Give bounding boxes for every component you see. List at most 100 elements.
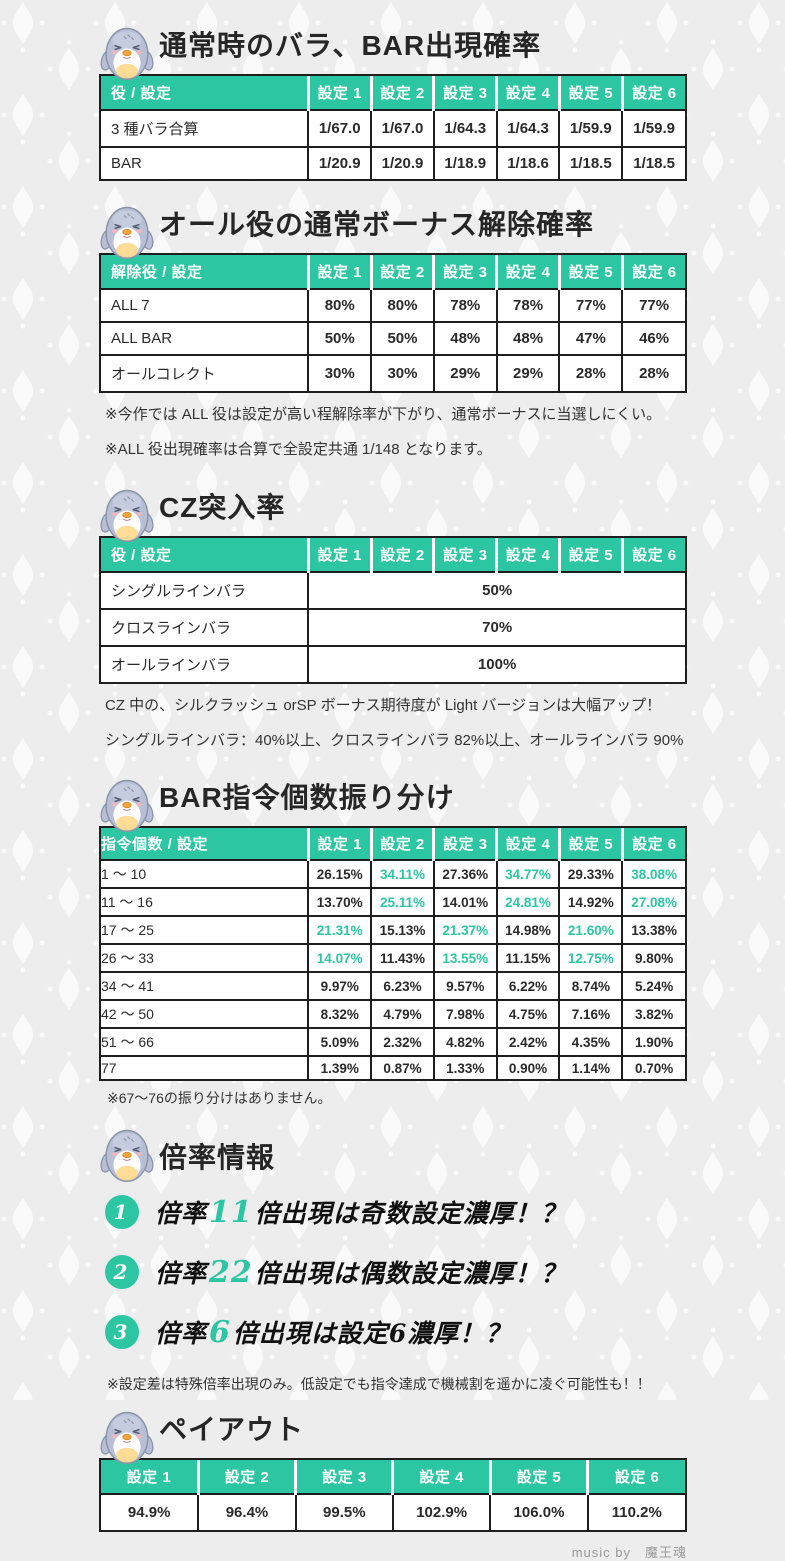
row-label: 1 ～ 10 xyxy=(101,860,310,889)
table-row: 26 ～ 33 14.07% 11.43% 13.55% 11.15% 12.75% 9.8… xyxy=(101,944,685,973)
cell-value: 13.38% xyxy=(622,916,685,945)
column-header: 設定 6 xyxy=(587,1460,685,1495)
row-label: オールコレクト xyxy=(101,355,310,391)
cell-value: 7.98% xyxy=(433,1000,498,1029)
cell-value: 30% xyxy=(308,355,373,391)
table-row: オールコレクト 30% 30% 29% 29% 28% 28% xyxy=(101,355,685,391)
cell-value: 7.16% xyxy=(559,1000,624,1029)
row-label: BAR xyxy=(101,147,310,179)
cell-value: 0.70% xyxy=(622,1056,685,1079)
cell-value: 1/18.5 xyxy=(622,147,685,179)
column-header: 設定 1 xyxy=(308,537,373,573)
row-label: オールラインバラ xyxy=(101,645,310,682)
column-header: 設定 5 xyxy=(559,76,624,111)
cell-value: 77% xyxy=(622,289,685,323)
content-column: 通常時のバラ、BAR出現確率 役 / 設定 設定 1 設定 2 設定 3 設定 4 設定 … xyxy=(99,0,687,1561)
note-line: CZ 中の、シルクラッシュ orSP ボーナス期待度が Light バージョンは… xyxy=(105,696,662,714)
column-header: 設定 2 xyxy=(371,828,436,861)
column-header: 設定 3 xyxy=(433,537,499,573)
column-header: 設定 6 xyxy=(622,537,685,573)
cell-value: 106.0% xyxy=(490,1494,589,1530)
column-header: 設定 2 xyxy=(371,76,436,111)
table-row: 17 ～ 25 21.31% 15.13% 21.37% 14.98% 21.60% 13.… xyxy=(101,916,685,945)
note-line: ※ALL 役出現確率は合算で全設定共通 1/148 となります。 xyxy=(105,441,492,459)
cell-value: 26.15% xyxy=(308,860,373,889)
column-header: 設定 3 xyxy=(295,1460,395,1495)
column-header: 設定 5 xyxy=(559,828,624,861)
cell-value: 1/18.6 xyxy=(496,147,561,179)
cz-table: 役 / 設定 設定 1 設定 2 設定 3 設定 4 設定 5 設定 6 シングルラインバラ 5… xyxy=(99,535,687,684)
table-row: クロスラインバラ 70% xyxy=(101,608,685,647)
table-row: 3 種バラ合算 1/67.0 1/67.0 1/64.3 1/64.3 1/59.9 1/5… xyxy=(101,110,685,148)
multiplier-item-2: 2 倍率22倍出現は偶数設定濃厚！？ xyxy=(105,1254,687,1290)
section-header: オール役の通常ボーナス解除確率 xyxy=(99,203,687,253)
column-header: 設定 2 xyxy=(371,255,436,290)
cell-value: 11.15% xyxy=(496,944,561,973)
column-header: 解除役 / 設定 xyxy=(101,255,310,290)
section-header: BAR指令個数振り分け xyxy=(99,776,687,826)
multiplier-text: 倍率22倍出現は偶数設定濃厚！？ xyxy=(155,1255,567,1290)
header-row: 役 / 設定 設定 1 設定 2 設定 3 設定 4 設定 5 設定 6 xyxy=(101,76,685,111)
section-title: オール役の通常ボーナス解除確率 xyxy=(159,209,595,241)
cell-value: 14.98% xyxy=(496,916,561,945)
multiplier-text: 倍率11倍出現は奇数設定濃厚！？ xyxy=(155,1195,567,1230)
section-header: ペイアウト xyxy=(99,1408,687,1458)
cell-value: 99.5% xyxy=(295,1494,394,1530)
cell-value: 8.74% xyxy=(559,972,624,1001)
cell-value: 6.23% xyxy=(371,972,435,1001)
cell-value: 0.90% xyxy=(496,1056,561,1079)
column-header: 設定 6 xyxy=(622,255,685,290)
all-bonus-table: 解除役 / 設定 設定 1 設定 2 設定 3 設定 4 設定 5 設定 6 ALL 7 80%… xyxy=(99,253,687,393)
cell-value: 28% xyxy=(622,355,685,391)
cell-value: 78% xyxy=(496,289,561,323)
row-label: 51 ～ 66 xyxy=(101,1028,310,1057)
note-line: ※今作では ALL 役は設定が高い程解除率が下がり、通常ボーナスに当選しにくい。 xyxy=(105,406,662,423)
row-label: クロスラインバラ xyxy=(101,608,310,647)
cell-value: 77% xyxy=(559,289,624,323)
section-header: 通常時のバラ、BAR出現確率 xyxy=(99,24,687,74)
cell-value: 27.08% xyxy=(622,888,685,917)
row-label: 3 種バラ合算 xyxy=(101,110,310,148)
cell-value: 110.2% xyxy=(587,1494,685,1530)
cell-value: 50% xyxy=(308,571,685,610)
item-number-badge: 3 xyxy=(105,1315,139,1349)
column-header: 役 / 設定 xyxy=(101,537,310,573)
cell-value: 100% xyxy=(308,645,685,682)
accent-number: 11 xyxy=(209,1195,253,1230)
cell-value: 14.92% xyxy=(559,888,624,917)
cell-value: 6.22% xyxy=(496,972,561,1001)
cell-value: 70% xyxy=(308,608,685,647)
cell-value: 48% xyxy=(433,322,498,356)
accent-number: 22 xyxy=(209,1255,253,1290)
cell-value: 29% xyxy=(496,355,561,391)
cell-value: 46% xyxy=(622,322,685,356)
row-label: 17 ～ 25 xyxy=(101,916,310,945)
table-row: 34 ～ 41 9.97% 6.23% 9.57% 6.22% 8.74% 5.24% xyxy=(101,972,685,1001)
header-row: 役 / 設定 設定 1 設定 2 設定 3 設定 4 設定 5 設定 6 xyxy=(101,537,685,573)
column-header: 設定 4 xyxy=(496,76,561,111)
penguin-mascot-icon xyxy=(99,24,155,82)
cell-value: 2.32% xyxy=(371,1028,435,1057)
section-cz-rate: CZ突入率 役 / 設定 設定 1 設定 2 設定 3 設定 4 設定 5 設定 6 シングル… xyxy=(99,486,687,755)
cell-value: 1/64.3 xyxy=(433,110,498,148)
cell-value: 1/59.9 xyxy=(622,110,685,148)
cell-value: 21.31% xyxy=(308,916,373,945)
column-header: 設定 4 xyxy=(496,537,561,573)
cell-value: 34.77% xyxy=(496,860,561,889)
cell-value: 21.37% xyxy=(433,916,498,945)
row-label: 26 ～ 33 xyxy=(101,944,310,973)
multiplier-text: 倍率6倍出現は設定6濃厚！？ xyxy=(155,1315,512,1350)
item-number-badge: 1 xyxy=(105,1195,139,1229)
cell-value: 13.55% xyxy=(433,944,498,973)
row-label: 11 ～ 16 xyxy=(101,888,310,917)
penguin-mascot-icon xyxy=(99,776,155,834)
penguin-mascot-icon xyxy=(99,1126,155,1184)
section-bara-bar-rates: 通常時のバラ、BAR出現確率 役 / 設定 設定 1 設定 2 設定 3 設定 4 設定 … xyxy=(99,24,687,181)
cell-value: 30% xyxy=(371,355,435,391)
item-number-badge: 2 xyxy=(105,1255,139,1289)
cell-value: 28% xyxy=(559,355,624,391)
column-header: 役 / 設定 xyxy=(101,76,310,111)
table-row: 11 ～ 16 13.70% 25.11% 14.01% 24.81% 14.92% 27.… xyxy=(101,888,685,917)
cell-value: 5.09% xyxy=(308,1028,373,1057)
